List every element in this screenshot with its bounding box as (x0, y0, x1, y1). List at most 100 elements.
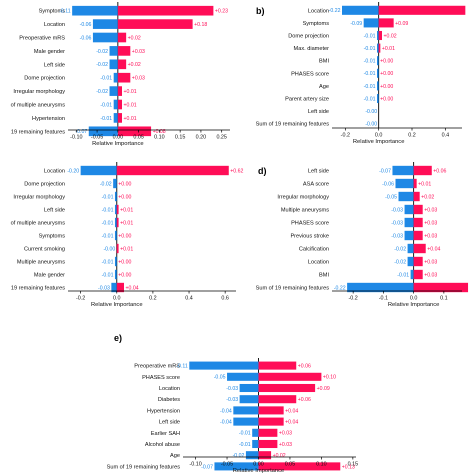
negative-value-label: -0.22 (329, 8, 341, 14)
positive-value-label: +0.03 (132, 49, 145, 55)
negative-bar (92, 19, 118, 29)
positive-value-label: +0.13 (342, 464, 355, 470)
category-label: Left side (44, 62, 65, 68)
negative-value-label: -0.06 (80, 22, 92, 28)
positive-bar (413, 282, 469, 293)
negative-bar (404, 230, 414, 241)
positive-value-label: +0.04 (285, 420, 298, 426)
category-label: Sum of 19 remaining features (256, 122, 330, 128)
positive-value-label: +0.03 (424, 272, 437, 278)
negative-bar (407, 256, 414, 267)
category-label: Diabetes (158, 397, 180, 403)
positive-value-label: +0.06 (433, 168, 446, 174)
category-label: Symptoms (303, 21, 330, 27)
x-tick-label: -0.10 (70, 135, 82, 141)
negative-bar (109, 86, 118, 96)
negative-value-label: -0.01 (364, 71, 376, 77)
negative-value-label: -0.06 (80, 35, 92, 41)
negative-bar (252, 439, 259, 449)
positive-bar (116, 243, 119, 254)
positive-bar (117, 32, 127, 43)
positive-bar (413, 230, 423, 241)
positive-value-label: +0.01 (124, 102, 137, 108)
category-label: Hypertension (147, 408, 180, 414)
negative-value-label: -0.01 (100, 76, 112, 82)
category-label: Preoperative mRS (134, 364, 180, 370)
positive-value-label: +0.02 (128, 35, 141, 41)
positive-value-label: +0.04 (427, 246, 440, 252)
positive-bar (258, 406, 284, 415)
negative-value-label: -0.01 (239, 442, 251, 448)
positive-value-label: +0.09 (317, 386, 330, 392)
positive-value-label: +0.03 (132, 76, 145, 82)
negative-bar (404, 204, 414, 215)
positive-value-label: +0.01 (120, 207, 133, 213)
negative-bar (392, 165, 414, 176)
x-tick-label: 0.0 (375, 133, 383, 139)
positive-bar (117, 46, 131, 56)
negative-value-label: -0.06 (382, 181, 394, 187)
positive-bar (117, 19, 193, 29)
negative-bar (395, 178, 414, 189)
category-label: 19 remaining features (11, 286, 65, 292)
category-label: Dome projection (24, 76, 65, 82)
negative-value-label: -0.00 (103, 246, 115, 252)
negative-value-label: -0.04 (220, 408, 232, 414)
x-tick-label: -0.2 (349, 296, 358, 302)
positive-bar (378, 43, 381, 53)
positive-value-label: +0.04 (126, 285, 139, 291)
positive-bar (117, 72, 131, 83)
negative-bar (233, 406, 259, 415)
category-label: Irregular morphology (13, 195, 65, 201)
x-tick-label: 0.05 (285, 462, 296, 468)
panel-a: Symptoms-0.11 +0.23 Location -0.06 +0.18 Preo… (11, 2, 230, 147)
positive-value-label: +0.00 (118, 272, 131, 278)
negative-value-label: -0.03 (391, 233, 403, 239)
positive-bar (258, 383, 316, 393)
x-tick-label: 0.1 (440, 296, 448, 302)
negative-value-label: -0.03 (98, 285, 110, 291)
negative-value-label: -0.05 (214, 375, 226, 381)
category-label: Earlier SAH (151, 431, 180, 437)
x-tick-label: 0.20 (196, 135, 207, 141)
positive-bar (413, 243, 426, 254)
positive-bar (378, 30, 382, 41)
positive-bar (413, 269, 423, 280)
negative-bar (114, 204, 117, 215)
positive-value-label: +0.00 (380, 84, 393, 90)
negative-value-label: -0.22 (334, 285, 346, 291)
negative-bar (80, 165, 117, 176)
x-tick-label: -0.05 (91, 135, 103, 141)
negative-value-label: -0.02 (394, 246, 406, 252)
negative-bar (109, 46, 118, 56)
x-tick-label: 0.10 (154, 135, 165, 141)
negative-value-label: -0.01 (397, 272, 409, 278)
negative-value-label: -0.01 (100, 116, 112, 122)
negative-bar (92, 32, 118, 43)
negative-bar (189, 361, 259, 370)
negative-value-label: -0.04 (220, 420, 232, 426)
positive-value-label: +0.00 (380, 71, 393, 77)
negative-value-label: -0.02 (96, 89, 108, 95)
panel-e: e) Preoperative mRS-0.11 +0.06 PHASES score… (107, 333, 358, 474)
positive-value-label: +0.10 (323, 375, 336, 381)
negative-bar (407, 243, 414, 254)
negative-bar (113, 72, 118, 83)
x-tick-label: 0.4 (185, 296, 193, 302)
positive-bar (258, 439, 278, 449)
negative-bar (377, 81, 379, 91)
negative-value-label: -0.09 (350, 21, 362, 27)
category-label: Symptoms (39, 9, 66, 15)
positive-bar (413, 178, 417, 189)
x-tick-label: 0.00 (253, 462, 264, 468)
positive-value-label: +0.03 (279, 442, 292, 448)
negative-bar (377, 30, 379, 41)
category-label: Male gender (34, 273, 65, 279)
category-label: Parent artery size (285, 97, 329, 103)
positive-value-label: +0.01 (124, 116, 137, 122)
positive-value-label: +0.18 (194, 22, 207, 28)
negative-bar (114, 269, 117, 280)
negative-value-label: -0.01 (364, 46, 376, 52)
x-tick-label: -0.1 (379, 296, 388, 302)
x-tick-label: 0.2 (408, 133, 416, 139)
